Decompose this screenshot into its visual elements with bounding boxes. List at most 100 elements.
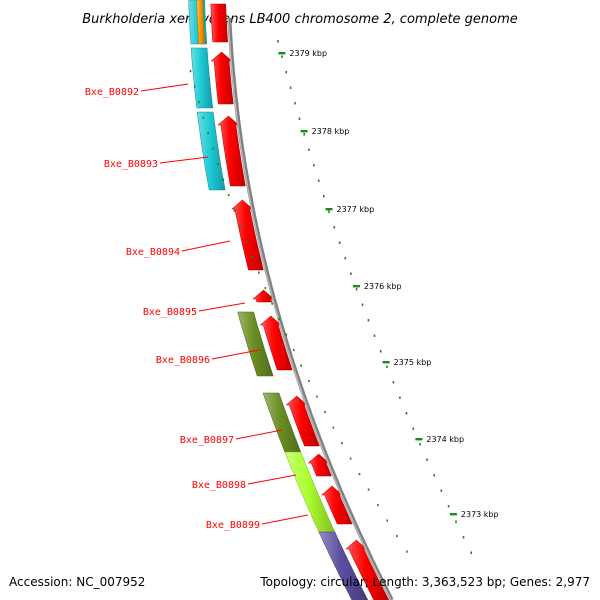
ruler-dot — [308, 148, 310, 151]
backbone-path — [227, 17, 394, 600]
gene-label: Bxe_B0893 — [104, 159, 158, 170]
inner-ruler-dot — [285, 333, 288, 336]
inner-ruler-dot — [332, 426, 335, 429]
inner-ruler-dot — [193, 85, 196, 88]
feature-track — [188, 0, 390, 600]
accession-text: Accession: NC_007952 — [9, 575, 145, 589]
ruler-label: 2379 kbp — [289, 49, 327, 58]
inner-ruler-dot — [406, 550, 408, 553]
ruler-major-tick — [352, 285, 360, 288]
ruler-dot — [350, 272, 352, 275]
ruler-dot — [367, 319, 370, 322]
inner-ruler-dot — [358, 473, 361, 476]
ruler-dot — [412, 427, 415, 430]
ruler-dot — [317, 179, 320, 182]
ruler-dot — [373, 334, 376, 337]
ruler-dot — [323, 195, 325, 198]
ruler-major-tick — [325, 208, 333, 211]
gene-leader-line — [181, 240, 231, 252]
gene-leader-line — [140, 83, 189, 92]
ruler-dot — [399, 396, 401, 399]
cds-top — [210, 3, 228, 43]
ruler-dot — [313, 164, 315, 167]
ruler-dot — [298, 117, 301, 120]
inner-ruler-dot — [316, 395, 318, 398]
ruler-label: 2373 kbp — [461, 510, 499, 519]
inner-ruler-dot — [308, 380, 310, 383]
inner-ruler-dot — [222, 178, 224, 181]
cds-b0897 — [285, 395, 320, 447]
ruler-dot — [303, 133, 305, 136]
inner-ruler-dot — [227, 194, 230, 197]
cds-b0898a — [307, 453, 332, 477]
cds-b0892 — [210, 51, 234, 105]
ruler-dot — [426, 458, 428, 461]
ruler-dot — [294, 102, 296, 105]
inner-ruler-dot — [324, 411, 326, 414]
ruler-major-tick — [449, 513, 457, 516]
inner-feature-b0893 — [196, 111, 226, 191]
cds-b0893 — [217, 115, 246, 187]
inner-ruler-dot — [264, 287, 267, 290]
ruler-dot — [361, 303, 364, 306]
inner-ruler-dot — [198, 101, 200, 104]
ruler-dot — [277, 40, 279, 43]
cds-b0898b — [320, 485, 353, 525]
ruler-dot — [379, 350, 382, 353]
cds-b0896 — [259, 315, 293, 371]
ruler-dot — [338, 241, 341, 244]
ruler-dot — [433, 474, 435, 477]
inner-ruler-dot — [207, 132, 209, 135]
ruler-dot — [440, 489, 443, 492]
gene-labels: Bxe_B0892 Bxe_B0893 Bxe_B0894 Bxe_B0895 Bxe_… — [85, 83, 309, 531]
gene-leader-line — [235, 429, 283, 440]
inner-ruler-dot — [396, 535, 398, 538]
ruler-major-tick — [278, 52, 286, 55]
inner-ruler-dot — [377, 504, 379, 507]
gene-leader-line — [247, 474, 297, 485]
inner-ruler-dot — [251, 256, 254, 259]
inner-ruler-dot — [349, 457, 352, 460]
ruler-dot — [470, 551, 472, 554]
inner-ruler-dot — [258, 271, 260, 274]
gene-label: Bxe_B0894 — [126, 247, 180, 258]
gene-leader-line — [261, 514, 309, 525]
inner-ruler-dot — [292, 349, 295, 352]
kbp-ruler: 2379 kbp 2378 kbp 2377 kbp 2376 kbp 2375 kbp… — [189, 40, 499, 554]
ruler-label: 2378 kbp — [312, 127, 350, 136]
ruler-dot — [455, 520, 457, 523]
gene-leader-line — [211, 349, 260, 360]
gene-label: Bxe_B0895 — [143, 307, 197, 318]
inner-ruler-dot — [239, 225, 241, 228]
gene-label: Bxe_B0898 — [192, 480, 246, 491]
ruler-dot — [333, 226, 336, 229]
inner-ruler-dot — [189, 70, 192, 73]
gene-leader-line — [198, 302, 246, 312]
inner-feature-b0899 — [318, 531, 369, 600]
ruler-dot — [281, 55, 283, 58]
cds-b0894 — [231, 199, 264, 271]
ruler-dot — [392, 381, 395, 384]
ruler-dot — [328, 210, 330, 213]
genome-summary-text: Topology: circular; Length: 3,363,523 bp… — [259, 575, 590, 589]
map-title: Burkholderia xenovorans LB400 chromosome… — [82, 12, 518, 27]
inner-ruler-dot — [386, 519, 389, 522]
inner-ruler-dot — [341, 442, 343, 445]
ruler-dot — [344, 257, 347, 260]
ruler-major-tick — [415, 438, 423, 441]
gene-leader-line — [159, 156, 209, 164]
inner-ruler-dot — [245, 240, 247, 243]
ruler-label: 2377 kbp — [337, 205, 375, 214]
ruler-dot — [355, 288, 358, 291]
ruler-dot — [447, 505, 450, 508]
ruler-label: 2374 kbp — [426, 435, 464, 444]
ruler-dot — [462, 536, 465, 539]
inner-ruler-dot — [212, 147, 214, 150]
ruler-label: 2375 kbp — [394, 358, 432, 367]
ruler-major-tick — [382, 361, 390, 364]
ruler-major-tick — [300, 130, 308, 133]
inner-ruler-dot — [233, 209, 236, 212]
ruler-label: 2376 kbp — [364, 282, 402, 291]
inner-feature-b0896 — [237, 311, 274, 377]
